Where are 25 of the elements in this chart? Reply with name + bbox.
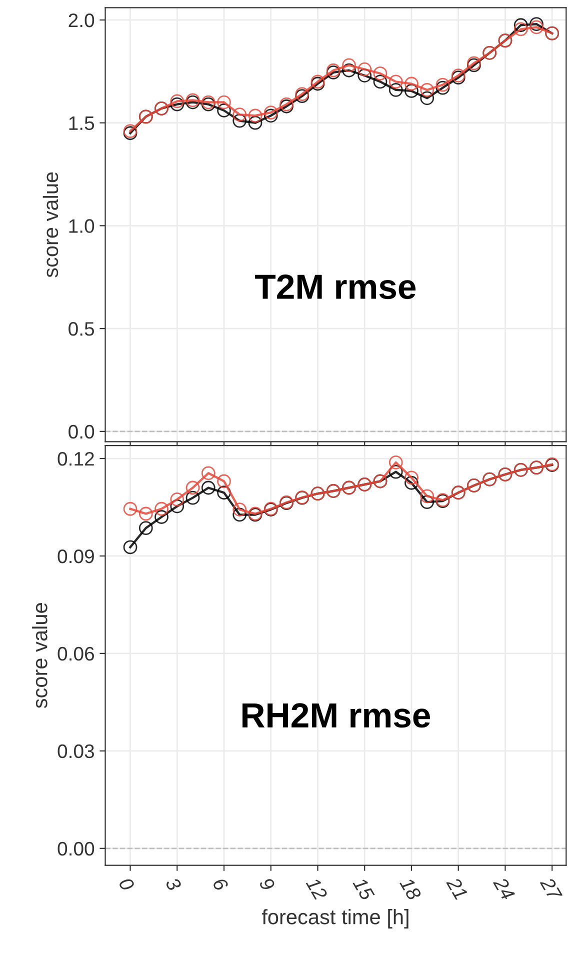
x-tick-label: 9 [258, 876, 276, 892]
x-tick-label: 18 [399, 876, 422, 902]
x-tick-label: 3 [164, 876, 182, 892]
x-tick-label: 15 [352, 876, 375, 902]
x-tick-label: 27 [540, 876, 563, 902]
x-axis-title: forecast time [h] [262, 909, 408, 928]
x-tick-label: 21 [446, 876, 468, 900]
y-tick-label: 0.00 [58, 842, 94, 856]
y-tick-label: 0.03 [58, 744, 94, 758]
y-tick-label: 1.0 [69, 219, 94, 233]
y-tick-label: 1.5 [69, 116, 94, 130]
annotation: T2M rmse [255, 274, 416, 300]
y-tick-label: 2.0 [68, 13, 94, 28]
y-tick-label: 0.06 [58, 646, 94, 661]
y-tick-label: 0.09 [58, 549, 94, 564]
x-tick-label: 12 [306, 876, 328, 902]
y-tick-label: 0.12 [58, 452, 94, 466]
y-axis-title: score value [42, 172, 58, 278]
y-tick-label: 0.5 [68, 322, 94, 336]
annotation: RH2M rmse [242, 703, 430, 728]
x-tick-label: 0 [118, 876, 136, 892]
x-tick-label: 6 [212, 876, 229, 892]
y-axis-title: score value [32, 603, 48, 708]
x-tick-label: 24 [492, 876, 516, 901]
y-tick-label: 0.0 [68, 424, 94, 439]
